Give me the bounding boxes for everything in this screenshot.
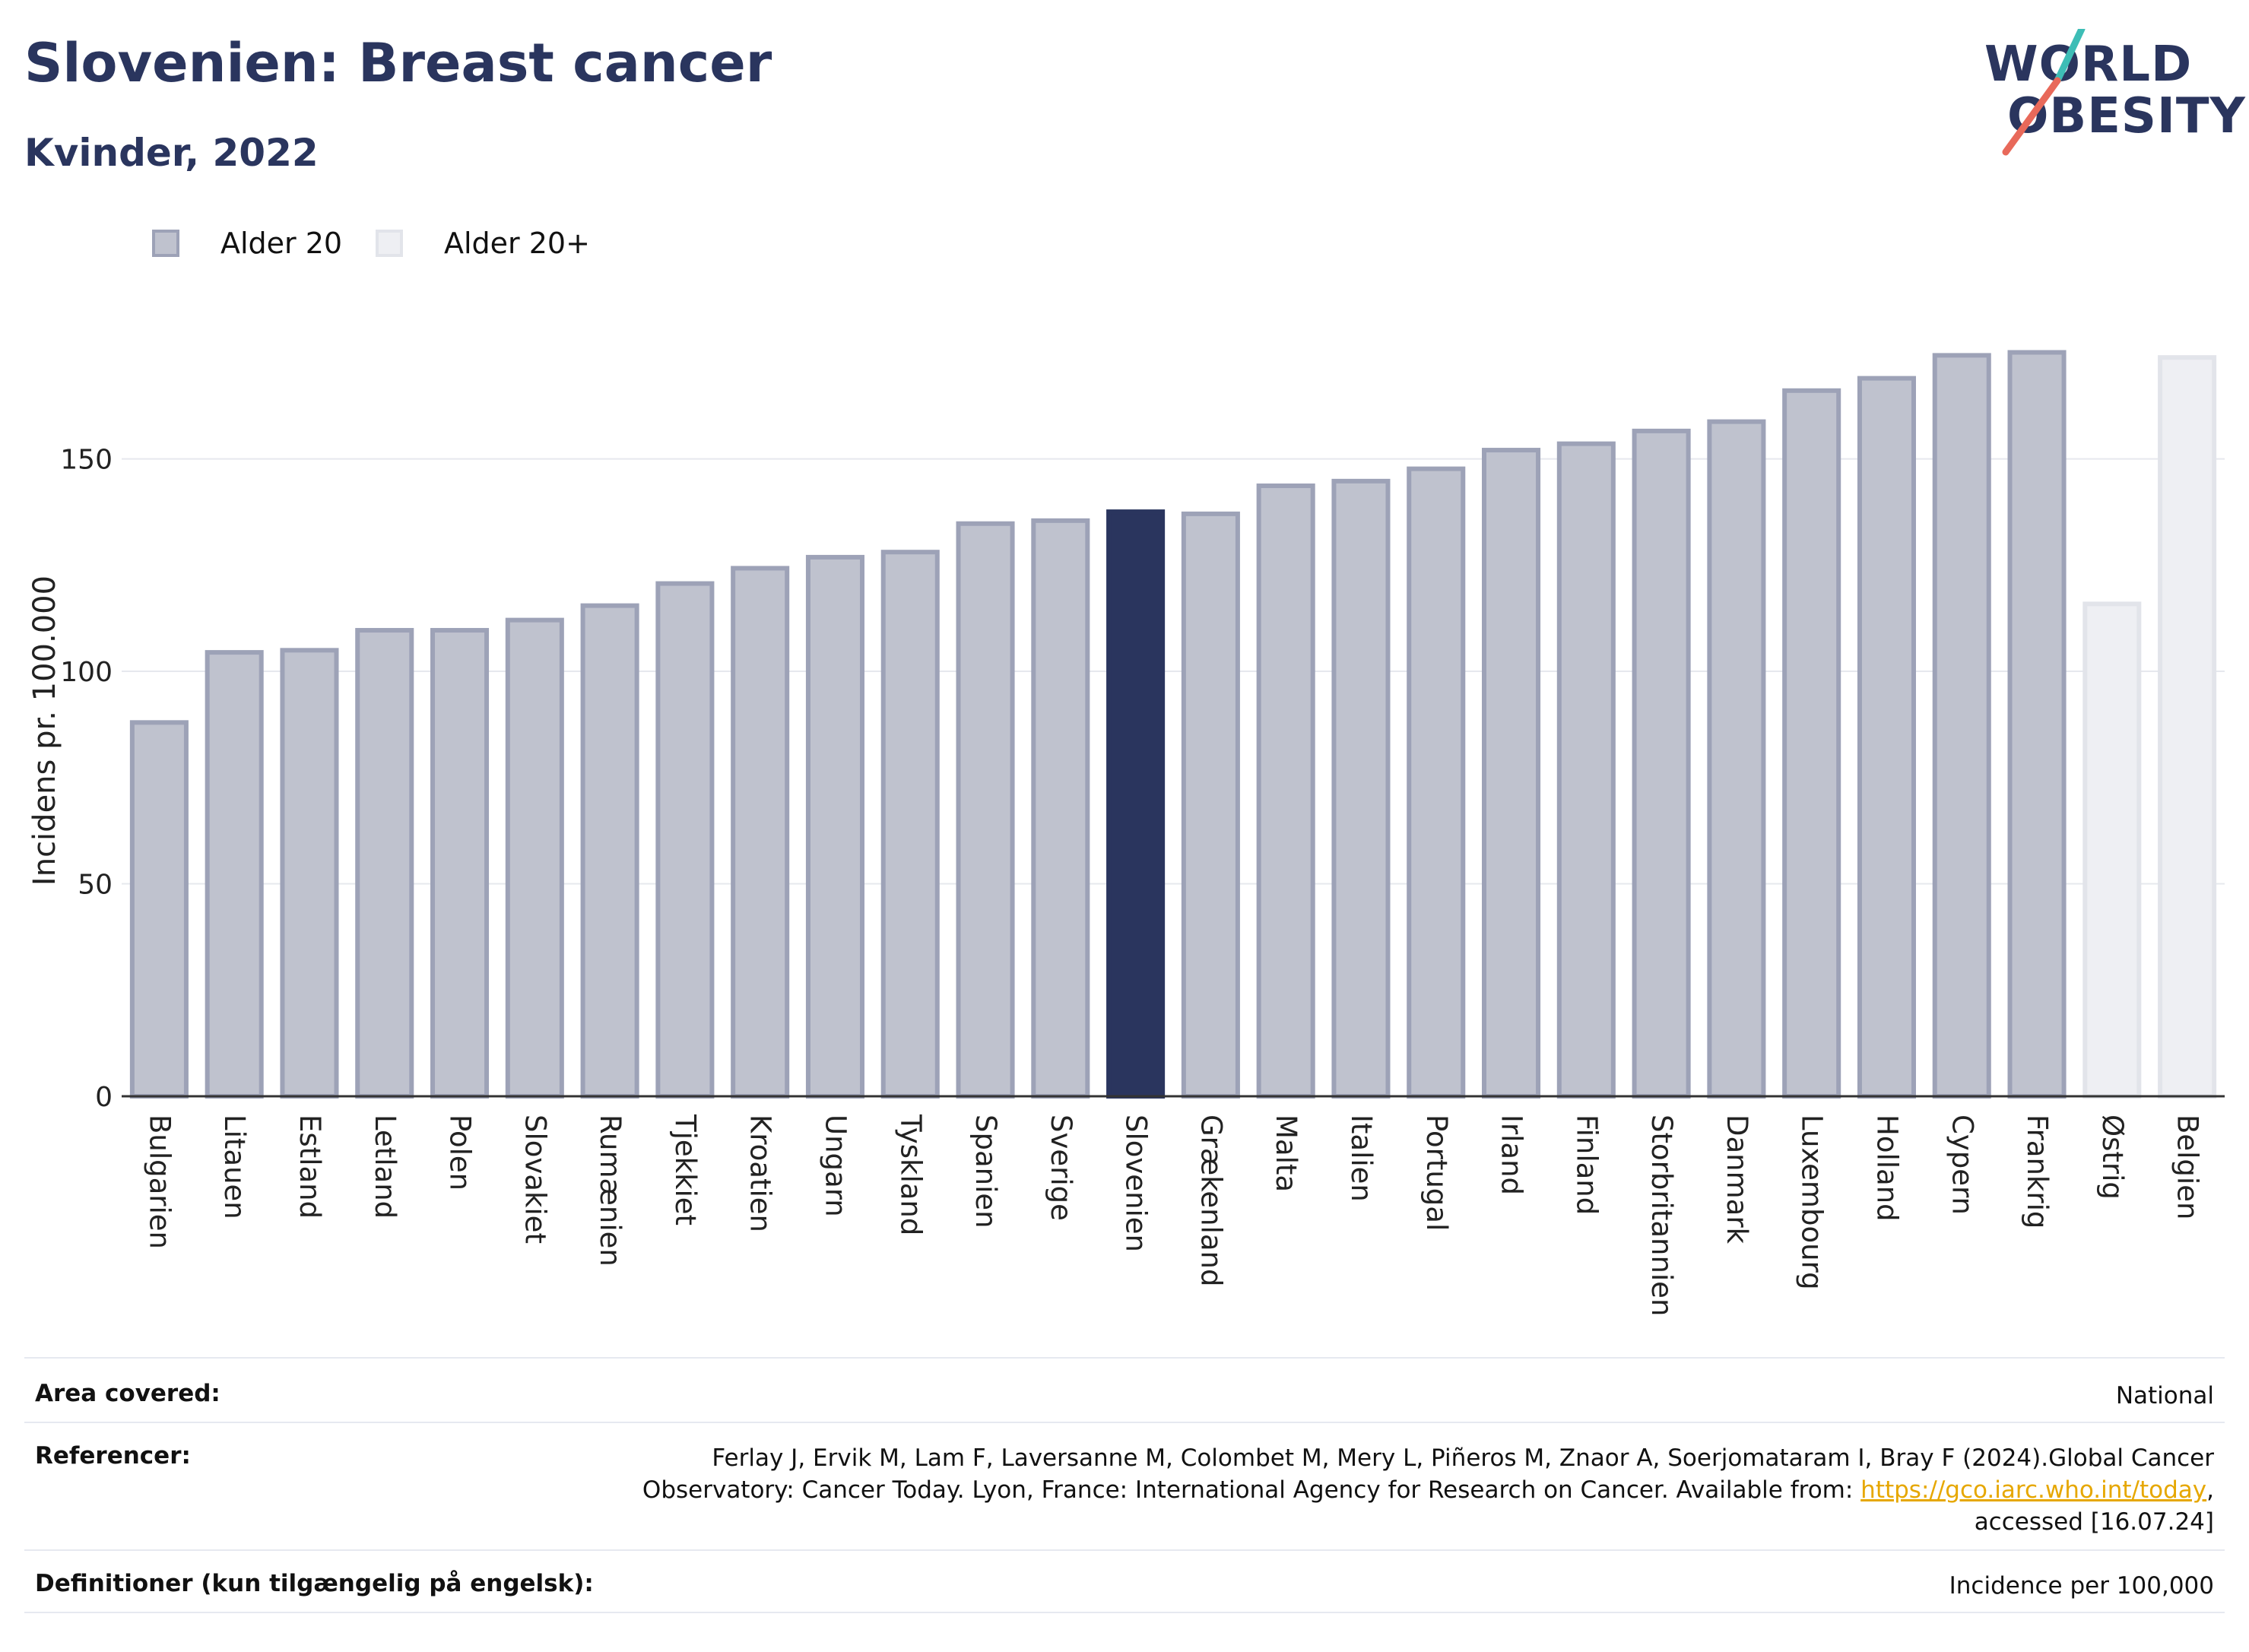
logo-slash-icon <box>2002 29 2086 156</box>
bar-7 <box>655 581 715 1099</box>
x-tick-label: Rumænien <box>594 1115 626 1267</box>
reference-text: Observatory: Cancer Today. Lyon, France:… <box>642 1476 1861 1504</box>
bar-25 <box>2007 350 2067 1099</box>
reference-line-1: Ferlay J, Ervik M, Lam F, Laversanne M, … <box>712 1444 2214 1472</box>
divider <box>24 1549 2225 1551</box>
bar-23 <box>1857 376 1916 1099</box>
bar-27 <box>2158 355 2217 1099</box>
bar-9 <box>805 554 864 1099</box>
x-tick-label: Italien <box>1345 1115 1378 1202</box>
bar-19 <box>1556 441 1616 1099</box>
x-tick-label: Irland <box>1496 1115 1528 1195</box>
x-tick-label: Tyskland <box>894 1114 927 1235</box>
x-tick-label: Østrig <box>2096 1115 2129 1200</box>
divider <box>24 1612 2225 1613</box>
bar-17 <box>1407 466 1466 1099</box>
bar-21 <box>1707 419 1766 1099</box>
x-tick-label: Ungarn <box>819 1115 852 1217</box>
x-tick-label: Danmark <box>1721 1115 1753 1245</box>
bar-13 <box>1106 509 1166 1099</box>
x-tick-label: Grækenland <box>1194 1115 1227 1286</box>
x-tick-label: Kroatien <box>744 1115 777 1232</box>
bar-0 <box>129 720 189 1099</box>
bar-11 <box>956 521 1015 1099</box>
x-tick-label: Cypern <box>1946 1115 1978 1215</box>
x-tick-label: Litauen <box>218 1115 251 1219</box>
legend-swatch <box>152 230 179 257</box>
info-value: National <box>2115 1382 2214 1409</box>
x-tick-label: Storbritannien <box>1645 1115 1678 1316</box>
y-tick-label: 0 <box>95 1082 113 1113</box>
world-obesity-logo: WORLD OBESITY <box>1984 29 2245 158</box>
bar-4 <box>430 628 490 1099</box>
logo-text-world: WORLD <box>1984 36 2193 93</box>
x-tick-label: Spanien <box>969 1115 1002 1229</box>
x-tick-label: Belgien <box>2171 1115 2204 1219</box>
legend-label: Alder 20+ <box>444 227 590 260</box>
info-key: Area covered: <box>35 1380 220 1407</box>
x-tick-label: Luxembourg <box>1796 1115 1829 1290</box>
legend-swatch <box>376 230 403 257</box>
reference-line-2: Observatory: Cancer Today. Lyon, France:… <box>642 1474 2214 1506</box>
bar-10 <box>880 550 940 1099</box>
x-tick-label: Letland <box>369 1115 401 1219</box>
y-tick-label: 150 <box>60 445 113 476</box>
y-tick-label: 50 <box>78 870 113 901</box>
bar-8 <box>731 566 790 1099</box>
x-tick-label: Slovakiet <box>519 1115 551 1244</box>
info-key: Definitioner (kun tilgængelig på engelsk… <box>35 1570 594 1597</box>
x-tick-label: Polen <box>444 1115 477 1191</box>
divider <box>24 1422 2225 1423</box>
reference-link[interactable]: https://gco.iarc.who.int/today <box>1860 1476 2207 1504</box>
bar-16 <box>1331 478 1391 1099</box>
bar-12 <box>1031 518 1090 1099</box>
bar-2 <box>280 648 339 1099</box>
bar-24 <box>1932 353 1991 1099</box>
x-tick-label: Frankrig <box>2021 1115 2054 1229</box>
bar-26 <box>2082 601 2142 1099</box>
x-tick-label: Portugal <box>1420 1115 1453 1231</box>
x-tick-label: Tjekkiet <box>669 1114 702 1226</box>
page-subtitle: Kvinder, 2022 <box>24 131 319 175</box>
bar-18 <box>1482 448 1541 1099</box>
page-title: Slovenien: Breast cancer <box>24 32 772 94</box>
info-key: Referencer: <box>35 1442 191 1470</box>
x-tick-label: Holland <box>1870 1115 1903 1222</box>
bar-15 <box>1256 483 1315 1099</box>
x-tick-label: Malta <box>1270 1115 1302 1192</box>
x-tick-label: Slovenien <box>1120 1115 1153 1252</box>
bar-chart: 0 50 100 150 Incidens pr. 100.000 Bulgarien Li… <box>27 350 2225 1316</box>
bar-5 <box>505 617 564 1099</box>
bar-22 <box>1782 388 1841 1099</box>
divider <box>24 1357 2225 1359</box>
info-value: Ferlay J, Ervik M, Lam F, Laversanne M, … <box>642 1442 2214 1538</box>
bar-3 <box>355 628 414 1099</box>
x-tick-label: Finland <box>1570 1115 1603 1215</box>
y-tick-label: 100 <box>60 657 113 688</box>
bar-20 <box>1632 428 1691 1099</box>
bar-1 <box>205 650 264 1099</box>
x-tick-label: Bulgarien <box>143 1115 176 1249</box>
x-tick-label: Sverige <box>1045 1115 1077 1221</box>
bar-6 <box>580 603 639 1099</box>
bar-14 <box>1181 511 1240 1099</box>
reference-line-3: accessed [16.07.24] <box>1974 1508 2214 1536</box>
x-tick-label: Estland <box>293 1115 326 1219</box>
legend-label: Alder 20 <box>220 227 343 260</box>
y-axis-label: Incidens pr. 100.000 <box>27 576 62 886</box>
reference-text: , <box>2206 1476 2214 1504</box>
info-value: Incidence per 100,000 <box>1949 1572 2214 1600</box>
